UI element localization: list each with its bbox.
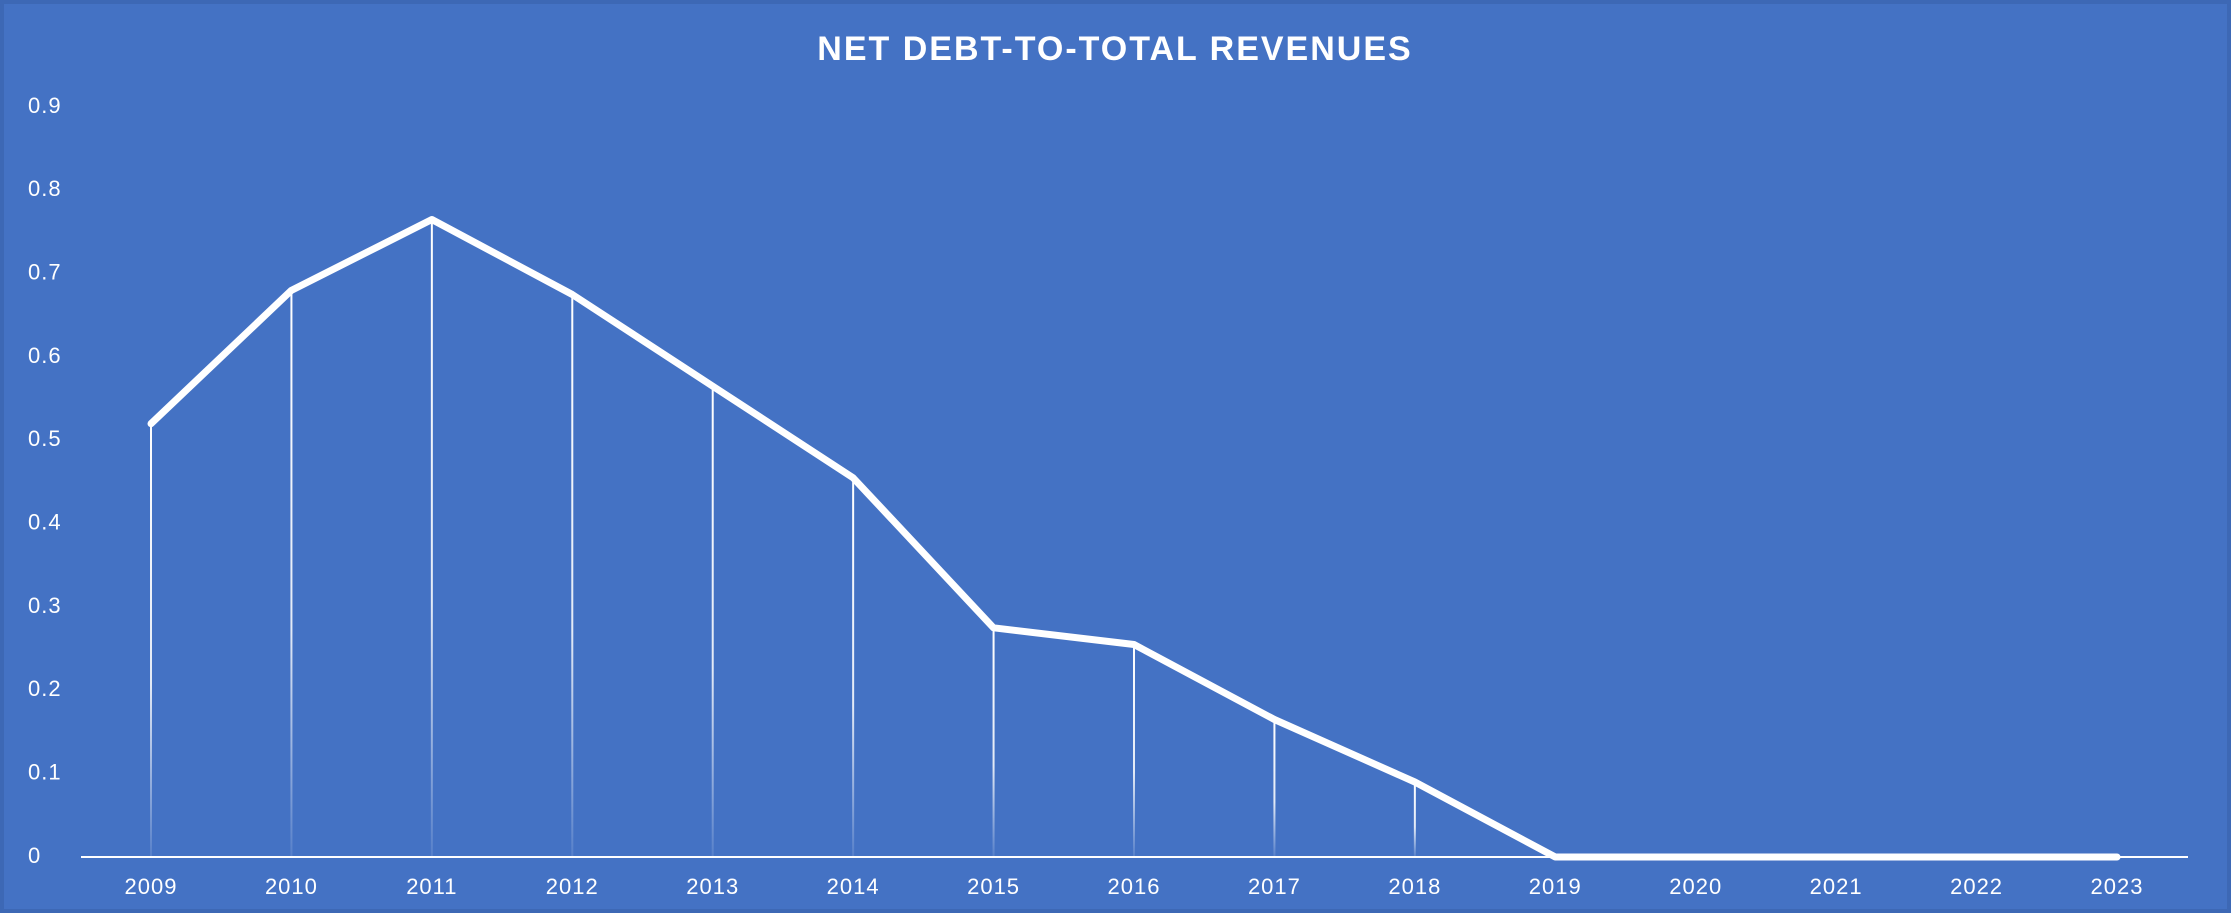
- x-tick-label: 2019: [1529, 874, 1582, 899]
- x-tick-label: 2018: [1388, 874, 1441, 899]
- y-tick-label: 0.1: [28, 759, 62, 784]
- drop-line: [1273, 719, 1276, 857]
- drop-line: [992, 627, 995, 857]
- x-tick-label: 2016: [1108, 874, 1161, 899]
- x-tick-label: 2022: [1950, 874, 2003, 899]
- drop-line: [711, 386, 714, 857]
- y-tick-label: 0.3: [28, 593, 62, 618]
- x-tick-label: 2023: [2091, 874, 2144, 899]
- drop-line: [1413, 782, 1416, 857]
- y-tick-label: 0.2: [28, 676, 62, 701]
- drop-line: [1133, 644, 1135, 857]
- y-tick-label: 0.9: [28, 93, 62, 118]
- x-tick-label: 2010: [265, 874, 318, 899]
- y-tick-label: 0.4: [28, 509, 62, 534]
- drop-line: [150, 423, 152, 857]
- x-tick-label: 2017: [1248, 874, 1301, 899]
- data-line: [147, 216, 2121, 861]
- drop-line: [852, 477, 855, 857]
- y-tick-label: 0: [28, 843, 41, 868]
- y-tick-label: 0.8: [28, 176, 62, 201]
- x-tick-label: 2015: [967, 874, 1020, 899]
- x-tick-label: 2014: [827, 874, 880, 899]
- y-tick-label: 0.7: [28, 259, 62, 284]
- y-tick-label: 0.6: [28, 343, 62, 368]
- x-tick-label: 2011: [406, 874, 457, 899]
- x-tick-label: 2009: [125, 874, 178, 899]
- x-tick-label: 2021: [1810, 874, 1863, 899]
- drop-line: [290, 290, 293, 857]
- x-tick-label: 2013: [686, 874, 739, 899]
- x-tick-label: 2012: [546, 874, 599, 899]
- drop-line: [430, 219, 433, 857]
- x-tick-label: 2020: [1669, 874, 1722, 899]
- chart-title: NET DEBT-TO-TOTAL REVENUES: [817, 30, 1412, 68]
- y-tick-label: 0.5: [28, 426, 62, 451]
- drop-line: [571, 294, 574, 857]
